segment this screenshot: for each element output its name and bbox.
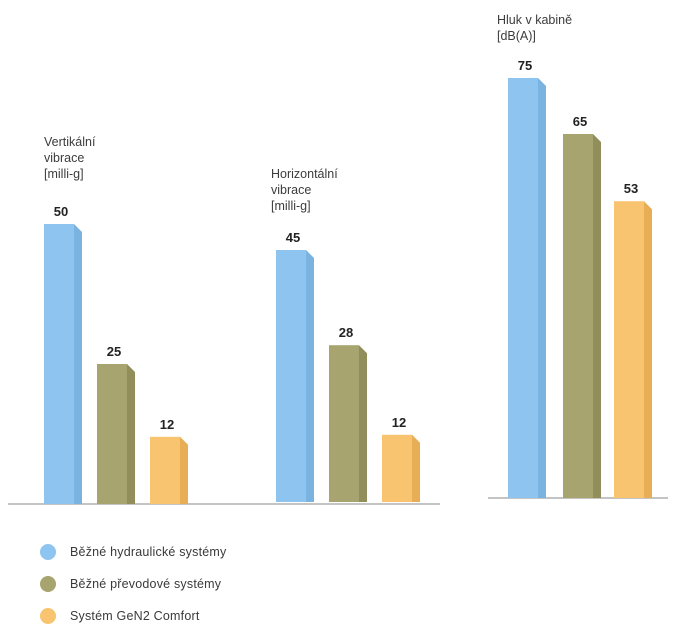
bar (382, 434, 412, 502)
bar-side (180, 436, 188, 504)
legend-label-gen2: Systém GeN2 Comfort (70, 608, 200, 623)
bar (614, 201, 644, 498)
group-label-line: vibrace (44, 151, 84, 165)
bar-side (127, 364, 135, 504)
bar-value-label: 28 (339, 325, 353, 340)
bar-value-label: 12 (392, 415, 406, 430)
bar (150, 436, 180, 504)
bar-value-label: 50 (54, 204, 68, 219)
bar-value-label: 53 (624, 181, 638, 196)
bar (276, 250, 306, 502)
legend-item-mechanical: Běžné převodové systémy (40, 574, 226, 593)
legend-label-hydraulic: Běžné hydraulické systémy (70, 544, 227, 559)
group-label-line: Horizontální (271, 167, 338, 181)
group-label-line: [milli-g] (44, 167, 84, 181)
bar-value-label: 45 (286, 230, 300, 245)
legend-label-mechanical: Běžné převodové systémy (70, 576, 222, 591)
group-label-line: [dB(A)] (497, 29, 536, 43)
bar-side (306, 250, 314, 502)
legend-item-hydraulic: Běžné hydraulické systémy (40, 542, 226, 561)
bar-side (74, 224, 82, 504)
group-label-line: [milli-g] (271, 199, 311, 213)
group-label-line: Hluk v kabině (497, 13, 572, 27)
legend-swatch-hydraulic (40, 543, 56, 560)
bar (329, 345, 359, 502)
group-label-line: Vertikální (44, 135, 96, 149)
bar-value-label: 25 (107, 344, 121, 359)
bar-side (593, 134, 601, 498)
bar (97, 364, 127, 504)
bar (563, 134, 593, 498)
bar-value-label: 65 (573, 114, 587, 129)
bar-side (538, 78, 546, 498)
bar-side (359, 345, 367, 502)
bar (44, 224, 74, 504)
legend-item-gen2: Systém GeN2 Comfort (40, 606, 226, 625)
legend: Běžné hydraulické systémy Běžné převodov… (40, 542, 226, 638)
group-label-line: vibrace (271, 183, 311, 197)
bar-side (412, 434, 420, 502)
legend-swatch-gen2 (40, 607, 56, 624)
bar-value-label: 75 (518, 58, 532, 73)
legend-swatch-mechanical (40, 575, 56, 592)
bar-side (644, 201, 652, 498)
bar (508, 78, 538, 498)
bar-value-label: 12 (160, 417, 174, 432)
